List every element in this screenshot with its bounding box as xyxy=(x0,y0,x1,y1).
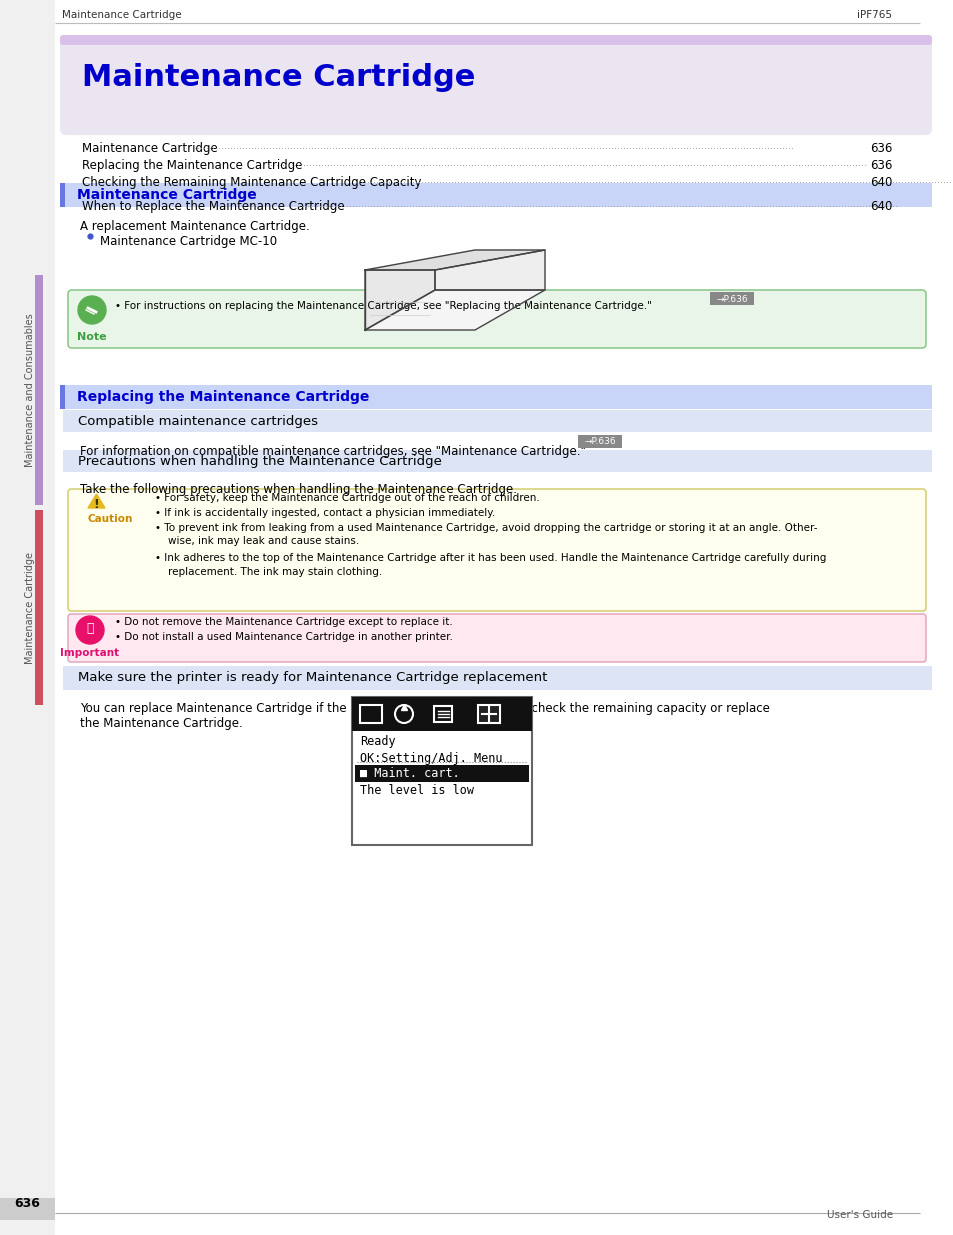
Text: Important: Important xyxy=(60,648,119,658)
FancyBboxPatch shape xyxy=(355,764,529,782)
Text: Caution: Caution xyxy=(88,514,133,524)
FancyBboxPatch shape xyxy=(68,489,925,611)
Text: • If ink is accidentally ingested, contact a physician immediately.: • If ink is accidentally ingested, conta… xyxy=(154,508,495,517)
Polygon shape xyxy=(88,494,105,508)
Text: For information on compatible maintenance cartridges, see "Maintenance Cartridge: For information on compatible maintenanc… xyxy=(80,445,585,458)
Text: Maintenance and Consumables: Maintenance and Consumables xyxy=(25,314,35,467)
Text: • To prevent ink from leaking from a used Maintenance Cartridge, avoid dropping : • To prevent ink from leaking from a use… xyxy=(154,522,817,534)
Circle shape xyxy=(76,616,104,643)
Text: !: ! xyxy=(93,498,99,510)
Text: ................................................................................: ........................................… xyxy=(298,199,898,209)
Text: iPF765: iPF765 xyxy=(856,10,891,20)
Text: Compatible maintenance cartridges: Compatible maintenance cartridges xyxy=(78,415,317,427)
Text: →P.636: →P.636 xyxy=(583,437,616,447)
FancyBboxPatch shape xyxy=(60,183,65,207)
FancyBboxPatch shape xyxy=(0,0,55,1235)
Text: →P.636: →P.636 xyxy=(716,294,747,304)
Text: ................................................................................: ........................................… xyxy=(360,175,953,185)
Text: ................................................................................: ........................................… xyxy=(267,158,866,168)
Text: Make sure the printer is ready for Maintenance Cartridge replacement: Make sure the printer is ready for Maint… xyxy=(78,672,547,684)
Text: replacement. The ink may stain clothing.: replacement. The ink may stain clothing. xyxy=(168,567,382,577)
Text: Checking the Remaining Maintenance Cartridge Capacity: Checking the Remaining Maintenance Cartr… xyxy=(82,177,421,189)
Text: Replacing the Maintenance Cartridge: Replacing the Maintenance Cartridge xyxy=(82,159,302,172)
Text: • Do not remove the Maintenance Cartridge except to replace it.: • Do not remove the Maintenance Cartridg… xyxy=(115,618,453,627)
Text: • For instructions on replacing the Maintenance Cartridge, see "Replacing the Ma: • For instructions on replacing the Main… xyxy=(115,301,651,311)
Polygon shape xyxy=(365,249,544,270)
Text: ✋: ✋ xyxy=(86,622,93,636)
FancyBboxPatch shape xyxy=(352,697,532,731)
Text: wise, ink may leak and cause stains.: wise, ink may leak and cause stains. xyxy=(168,536,359,546)
Text: Maintenance Cartridge: Maintenance Cartridge xyxy=(25,552,35,664)
Polygon shape xyxy=(435,249,544,290)
Text: Take the following precautions when handling the Maintenance Cartridge.: Take the following precautions when hand… xyxy=(80,483,517,496)
Text: 636: 636 xyxy=(870,159,892,172)
Text: • Ink adheres to the top of the Maintenance Cartridge after it has been used. Ha: • Ink adheres to the top of the Maintena… xyxy=(154,553,825,563)
Text: 636: 636 xyxy=(870,142,892,156)
FancyBboxPatch shape xyxy=(63,450,931,472)
FancyBboxPatch shape xyxy=(68,290,925,348)
Text: When to Replace the Maintenance Cartridge: When to Replace the Maintenance Cartridg… xyxy=(82,200,344,212)
FancyBboxPatch shape xyxy=(709,291,753,305)
Text: 640: 640 xyxy=(870,177,892,189)
FancyBboxPatch shape xyxy=(60,35,931,135)
Text: Maintenance Cartridge: Maintenance Cartridge xyxy=(82,63,475,91)
FancyBboxPatch shape xyxy=(60,35,931,44)
Text: Maintenance Cartridge: Maintenance Cartridge xyxy=(82,142,217,156)
FancyBboxPatch shape xyxy=(60,385,931,409)
Text: • Do not install a used Maintenance Cartridge in another printer.: • Do not install a used Maintenance Cart… xyxy=(115,632,453,642)
Text: Ready: Ready xyxy=(359,735,395,748)
Text: The level is low: The level is low xyxy=(359,784,474,797)
Text: User's Guide: User's Guide xyxy=(826,1210,892,1220)
Circle shape xyxy=(395,705,413,722)
FancyBboxPatch shape xyxy=(35,275,43,505)
Text: A replacement Maintenance Cartridge.: A replacement Maintenance Cartridge. xyxy=(80,220,310,233)
Text: ■ Maint. cart.: ■ Maint. cart. xyxy=(359,767,459,781)
Text: Note: Note xyxy=(77,332,107,342)
Text: 640: 640 xyxy=(870,200,892,212)
Text: Maintenance Cartridge: Maintenance Cartridge xyxy=(62,10,181,20)
Text: Maintenance Cartridge: Maintenance Cartridge xyxy=(77,188,256,203)
FancyBboxPatch shape xyxy=(359,705,381,722)
Text: Maintenance Cartridge MC-10: Maintenance Cartridge MC-10 xyxy=(100,235,276,248)
Text: You can replace Maintenance Cartridge if the Display Screen advises you to check: You can replace Maintenance Cartridge if… xyxy=(80,701,769,715)
FancyBboxPatch shape xyxy=(35,510,43,705)
Text: OK:Setting/Adj. Menu: OK:Setting/Adj. Menu xyxy=(359,752,502,764)
Text: • For safety, keep the Maintenance Cartridge out of the reach of children.: • For safety, keep the Maintenance Cartr… xyxy=(154,493,539,503)
FancyBboxPatch shape xyxy=(578,435,621,448)
Text: the Maintenance Cartridge.: the Maintenance Cartridge. xyxy=(80,718,242,730)
FancyBboxPatch shape xyxy=(60,385,65,409)
Polygon shape xyxy=(365,290,544,330)
FancyBboxPatch shape xyxy=(352,697,532,845)
FancyBboxPatch shape xyxy=(60,183,931,207)
Text: Replacing the Maintenance Cartridge: Replacing the Maintenance Cartridge xyxy=(77,390,369,404)
FancyBboxPatch shape xyxy=(477,705,499,722)
Text: 636: 636 xyxy=(14,1197,40,1210)
Circle shape xyxy=(78,296,106,324)
Polygon shape xyxy=(365,270,435,330)
FancyBboxPatch shape xyxy=(68,614,925,662)
FancyBboxPatch shape xyxy=(434,706,452,722)
Text: Precautions when handling the Maintenance Cartridge: Precautions when handling the Maintenanc… xyxy=(78,454,441,468)
FancyBboxPatch shape xyxy=(63,410,931,432)
FancyBboxPatch shape xyxy=(63,666,931,690)
Text: ................................................................................: ........................................… xyxy=(194,141,793,151)
FancyBboxPatch shape xyxy=(0,1198,55,1220)
